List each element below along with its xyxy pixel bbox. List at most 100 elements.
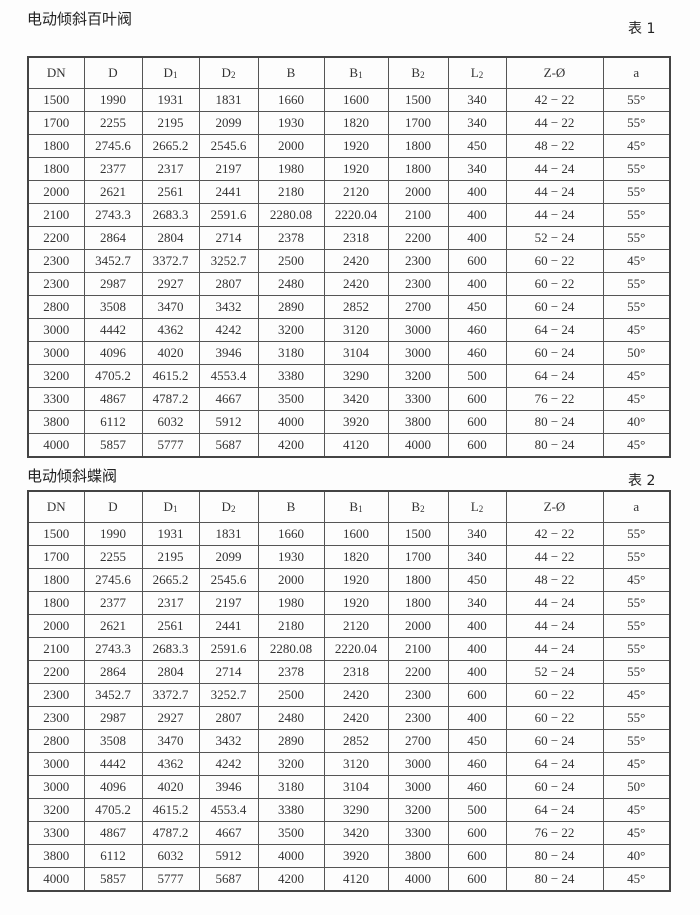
table-cell: 2200 — [27, 226, 85, 250]
table-row: 2100 2743.3 2683.3 2591.6 2280.08 2220.04 2100… — [27, 203, 671, 227]
table-cell: 4242 — [198, 752, 259, 776]
table-cell: 45° — [602, 752, 671, 776]
table-cell: 3000 — [27, 318, 85, 342]
table-cell: 3300 — [387, 821, 449, 845]
table-cell: 2621 — [83, 614, 143, 638]
table-cell: 2200 — [27, 660, 85, 684]
table-cell: 45° — [602, 387, 671, 411]
table-cell: 2000 — [27, 614, 85, 638]
table-cell: 2100 — [387, 203, 449, 227]
column-header: a — [602, 56, 671, 89]
table-cell: 1500 — [27, 88, 85, 112]
table-cell: 45° — [602, 798, 671, 822]
table-cell: 3380 — [257, 798, 325, 822]
table-cell: 44 − 22 — [505, 545, 604, 569]
table-cell: 460 — [447, 318, 507, 342]
table-cell: 6032 — [141, 410, 200, 434]
table-cell: 2180 — [257, 614, 325, 638]
table-cell: 2480 — [257, 706, 325, 730]
header-row: DN D D1 D2 B B1 B2 L2 Z-Ø a — [27, 490, 671, 523]
table-cell: 1660 — [257, 522, 325, 546]
table-cell: 1980 — [257, 591, 325, 615]
column-header-label: D — [108, 499, 118, 514]
table-cell: 1920 — [323, 568, 389, 592]
table-cell: 76 − 22 — [505, 387, 604, 411]
table-cell: 1990 — [83, 88, 143, 112]
table-cell: 2378 — [257, 226, 325, 250]
table-row: 1700 2255 2195 2099 1930 1820 1700 340 44 − 22 55… — [27, 111, 671, 135]
table-cell: 450 — [447, 134, 507, 158]
table-cell: 460 — [447, 752, 507, 776]
table-cell: 4000 — [257, 410, 325, 434]
table-cell: 3200 — [27, 798, 85, 822]
table-cell: 2255 — [83, 545, 143, 569]
table-cell: 2000 — [27, 180, 85, 204]
table-cell: 3920 — [323, 410, 389, 434]
column-header-label: B — [349, 65, 359, 80]
column-header-subscript: 2 — [478, 70, 484, 80]
table-cell: 80 − 24 — [505, 410, 604, 434]
table-cell: 2317 — [141, 591, 200, 615]
table-cell: 2743.3 — [83, 203, 143, 227]
column-header-subscript: 2 — [478, 504, 484, 514]
table-cell: 2561 — [141, 180, 200, 204]
table-cell: 2683.3 — [141, 203, 200, 227]
table-cell: 3946 — [198, 341, 259, 365]
table-cell: 4096 — [83, 775, 143, 799]
table-cell: 450 — [447, 729, 507, 753]
table-cell: 1800 — [27, 134, 85, 158]
table-cell: 4615.2 — [141, 364, 200, 388]
column-header-label: B — [286, 65, 296, 80]
table-cell: 3000 — [387, 318, 449, 342]
table-cell: 4000 — [27, 867, 85, 892]
table-cell: 55° — [602, 545, 671, 569]
table-cell: 340 — [447, 157, 507, 181]
table-cell: 2807 — [198, 706, 259, 730]
table-cell: 600 — [447, 821, 507, 845]
table-row: 2000 2621 2561 2441 2180 2120 2000 400 44 − 24 55… — [27, 180, 671, 204]
table-cell: 2700 — [387, 295, 449, 319]
table-cell: 1800 — [27, 591, 85, 615]
column-header: Z-Ø — [505, 490, 604, 523]
table-cell: 55° — [602, 295, 671, 319]
table-cell: 55° — [602, 157, 671, 181]
table-cell: 450 — [447, 295, 507, 319]
column-header-label: D — [221, 499, 231, 514]
table-cell: 1990 — [83, 522, 143, 546]
table-row: 3300 4867 4787.2 4667 3500 3420 3300 600 76 − 22… — [27, 821, 671, 845]
table-cell: 40° — [602, 410, 671, 434]
table-cell: 4000 — [257, 844, 325, 868]
table-cell: 3470 — [141, 295, 200, 319]
table-row: 1800 2745.6 2665.2 2545.6 2000 1920 1800 450 48 … — [27, 568, 671, 592]
column-header-subscript: 1 — [172, 70, 178, 80]
table-cell: 3500 — [257, 821, 325, 845]
table-cell: 2200 — [387, 226, 449, 250]
table-cell: 450 — [447, 568, 507, 592]
table-cell: 3372.7 — [141, 683, 200, 707]
table-cell: 2200 — [387, 660, 449, 684]
table-cell: 2300 — [387, 249, 449, 273]
table-cell: 4442 — [83, 752, 143, 776]
table-cell: 3800 — [27, 844, 85, 868]
column-header-subscript: 1 — [358, 70, 363, 80]
table-cell: 3800 — [387, 844, 449, 868]
table-cell: 3200 — [387, 798, 449, 822]
table-cell: 4362 — [141, 752, 200, 776]
column-header: B2 — [387, 490, 449, 523]
table-cell: 76 − 22 — [505, 821, 604, 845]
table-cell: 55° — [602, 180, 671, 204]
table-cell: 55° — [602, 88, 671, 112]
table-cell: 2714 — [198, 660, 259, 684]
table-row: 1800 2377 2317 2197 1980 1920 1800 340 44 − 24 55… — [27, 591, 671, 615]
table-row: 2800 3508 3470 3432 2890 2852 2700 450 60 − 24 55… — [27, 729, 671, 753]
table-cell: 3420 — [323, 821, 389, 845]
table-cell: 600 — [447, 249, 507, 273]
table-cell: 2318 — [323, 660, 389, 684]
table-cell: 4000 — [387, 433, 449, 458]
table-cell: 42 − 22 — [505, 88, 604, 112]
table-cell: 60 − 22 — [505, 249, 604, 273]
table-cell: 3800 — [387, 410, 449, 434]
table-cell: 400 — [447, 660, 507, 684]
table-cell: 2300 — [387, 706, 449, 730]
column-header-subscript: 1 — [358, 504, 363, 514]
